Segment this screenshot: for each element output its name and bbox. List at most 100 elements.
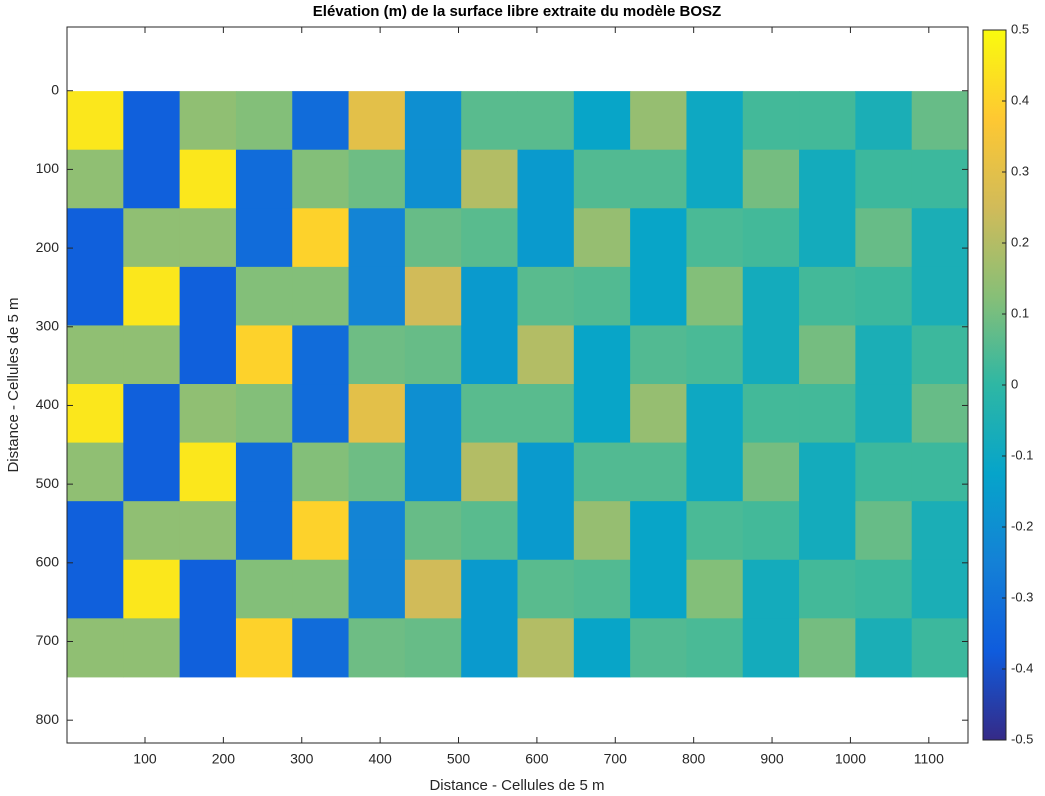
heat-cell: [123, 91, 181, 151]
heat-cell: [630, 91, 687, 151]
x-tick-label: 400: [368, 751, 392, 767]
heat-cell: [686, 442, 744, 502]
heat-cell: [67, 149, 124, 209]
heat-cell: [123, 325, 181, 385]
heat-cell: [630, 559, 687, 619]
heat-cell: [179, 325, 237, 385]
x-tick-label: 900: [760, 751, 784, 767]
heat-cell: [799, 559, 856, 619]
heat-cell: [630, 501, 687, 561]
heat-cell: [742, 91, 800, 151]
heat-cell: [742, 442, 800, 502]
heat-cell: [855, 559, 913, 619]
heat-cell: [461, 559, 518, 619]
heat-cell: [742, 149, 800, 209]
heat-cell: [855, 618, 913, 678]
heat-cell: [123, 559, 181, 619]
heat-cell: [235, 91, 293, 151]
heat-cell: [404, 266, 462, 326]
heat-cell: [67, 325, 124, 385]
heat-cell: [461, 501, 518, 561]
heat-cell: [686, 384, 744, 444]
heat-cell: [799, 149, 856, 209]
heat-cell: [799, 501, 856, 561]
heat-cell: [573, 618, 631, 678]
heat-cell: [742, 501, 800, 561]
heat-cell: [179, 384, 237, 444]
heat-cell: [573, 91, 631, 151]
y-tick-label: 300: [36, 317, 60, 333]
heat-cell: [517, 442, 575, 502]
heat-cell: [630, 325, 687, 385]
heat-cell: [799, 91, 856, 151]
heat-cell: [686, 91, 744, 151]
heat-cell: [404, 442, 462, 502]
heat-cell: [292, 618, 350, 678]
y-tick-label: 600: [36, 554, 60, 570]
heat-cell: [461, 325, 518, 385]
heat-cell: [517, 559, 575, 619]
heat-cell: [123, 266, 181, 326]
heat-cell: [573, 442, 631, 502]
heat-cell: [123, 501, 181, 561]
y-tick-label: 500: [36, 475, 60, 491]
heat-cell: [404, 501, 462, 561]
heat-cell: [461, 618, 518, 678]
heat-cell: [517, 501, 575, 561]
heat-cell: [235, 208, 293, 268]
heat-cell: [67, 559, 124, 619]
heat-cell: [292, 325, 350, 385]
heat-cell: [235, 149, 293, 209]
heat-cell: [179, 442, 237, 502]
heat-cell: [67, 501, 124, 561]
heat-cell: [404, 384, 462, 444]
y-tick-label: 700: [36, 632, 60, 648]
heat-cell: [67, 208, 124, 268]
heat-cell: [123, 618, 181, 678]
heat-cell: [686, 208, 744, 268]
heat-cell: [855, 149, 913, 209]
heat-cell: [686, 266, 744, 326]
colorbar-tick-label: 0.4: [1011, 92, 1029, 107]
y-tick-label: 200: [36, 239, 60, 255]
heat-cell: [292, 149, 350, 209]
heat-cell: [179, 559, 237, 619]
heat-cell: [67, 442, 124, 502]
heat-cell: [461, 91, 518, 151]
heat-cell: [630, 149, 687, 209]
heat-cell: [67, 384, 124, 444]
heat-cell: [67, 266, 124, 326]
heat-cell: [855, 384, 913, 444]
heat-cell: [235, 559, 293, 619]
heat-cell: [348, 266, 406, 326]
heat-cell: [855, 208, 913, 268]
heat-cell: [573, 266, 631, 326]
heat-cell: [630, 618, 687, 678]
heat-cell: [235, 384, 293, 444]
heat-cell: [292, 91, 350, 151]
colorbar-tick-label: -0.2: [1011, 518, 1033, 533]
heat-cell: [573, 208, 631, 268]
heat-cell: [911, 384, 969, 444]
heat-cell: [630, 266, 687, 326]
x-tick-label: 600: [525, 751, 549, 767]
x-tick-label: 200: [212, 751, 236, 767]
x-tick-label: 1100: [914, 751, 944, 767]
heat-cell: [348, 618, 406, 678]
colorbar-tick-label: 0.3: [1011, 163, 1029, 178]
heat-cell: [911, 91, 969, 151]
x-tick-label: 100: [133, 751, 157, 767]
heat-cell: [517, 618, 575, 678]
heat-cell: [742, 384, 800, 444]
heat-cell: [573, 559, 631, 619]
heat-cell: [742, 618, 800, 678]
x-tick-label: 800: [682, 751, 706, 767]
heat-cell: [855, 501, 913, 561]
heat-cell: [348, 384, 406, 444]
heat-cell: [123, 149, 181, 209]
colorbar-tick-label: -0.1: [1011, 447, 1033, 462]
heat-cell: [404, 149, 462, 209]
colorbar-tick-label: 0.5: [1011, 21, 1029, 36]
heat-cell: [686, 501, 744, 561]
